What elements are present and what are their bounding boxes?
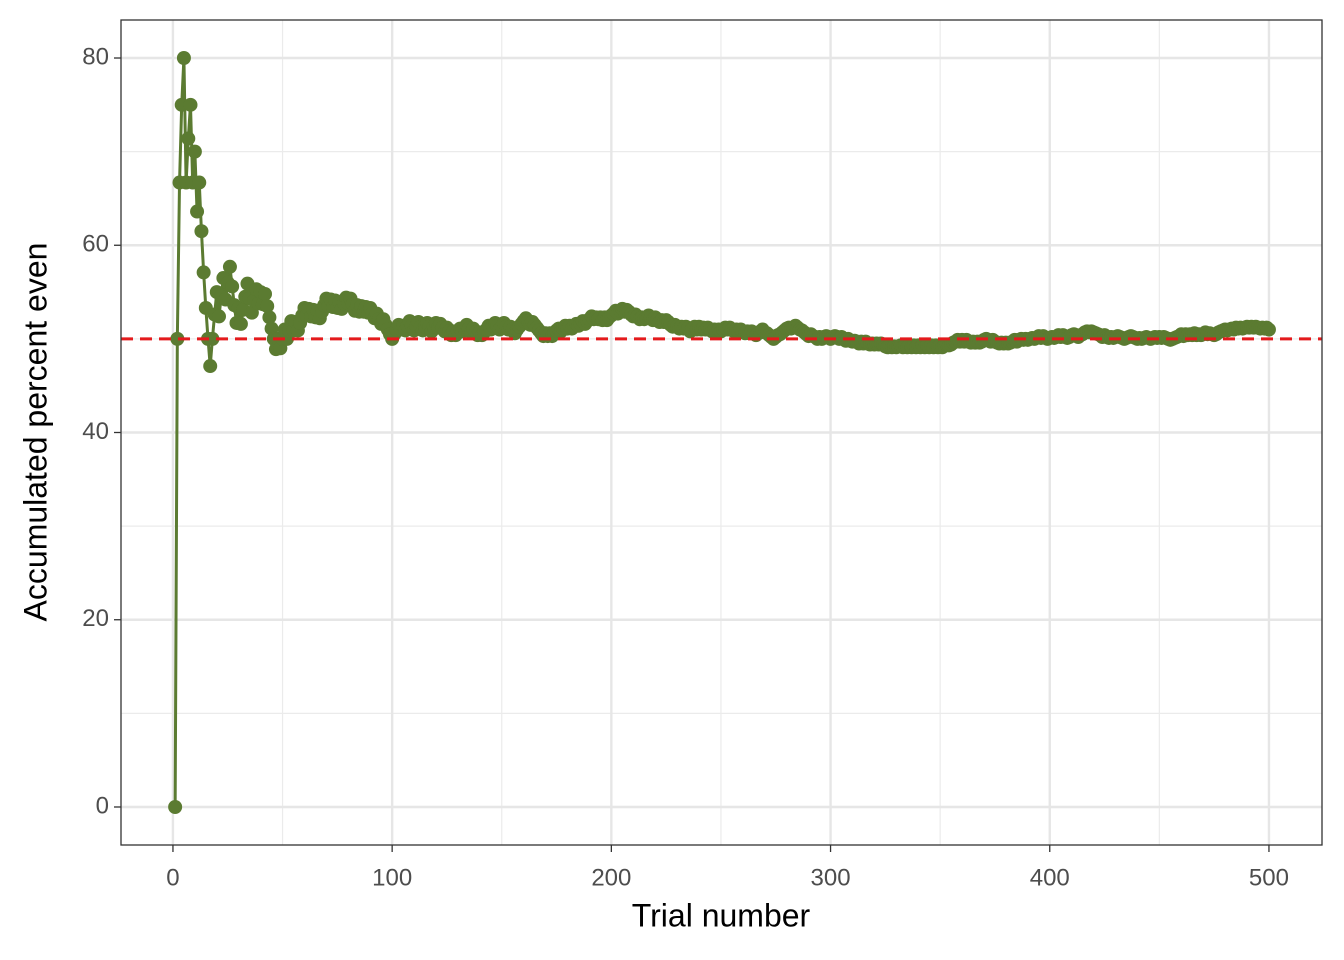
data-point — [194, 224, 209, 239]
data-point — [205, 331, 220, 346]
data-point — [233, 316, 248, 331]
data-point — [262, 310, 277, 325]
data-point — [211, 309, 226, 324]
data-point — [190, 204, 205, 219]
x-tick-label: 200 — [591, 864, 631, 891]
data-point — [1261, 322, 1276, 337]
data-point — [183, 97, 198, 112]
y-axis-title: Accumulated percent even — [17, 243, 53, 622]
data-point — [260, 299, 275, 314]
data-point — [187, 144, 202, 159]
data-point — [258, 286, 273, 301]
y-tick-label: 20 — [82, 605, 109, 632]
grid — [121, 20, 1322, 845]
x-tick-label: 300 — [811, 864, 851, 891]
plot-area — [121, 51, 1322, 814]
x-tick-label: 400 — [1030, 864, 1070, 891]
data-point — [181, 131, 196, 146]
data-point — [176, 51, 191, 66]
x-tick-label: 0 — [166, 864, 179, 891]
data-point — [222, 259, 237, 274]
data-point — [225, 279, 240, 294]
y-tick-label: 40 — [82, 418, 109, 445]
data-point — [168, 799, 183, 814]
axes: 0 100 200 300 400 500 0 20 40 60 80 — [82, 43, 1289, 891]
x-tick-label: 100 — [372, 864, 412, 891]
data-point — [203, 359, 218, 374]
y-tick-label: 80 — [82, 43, 109, 70]
y-tick-label: 0 — [96, 792, 109, 819]
x-axis-title: Trial number — [632, 897, 811, 933]
data-point — [170, 331, 185, 346]
data-point — [192, 175, 207, 190]
data-point — [196, 265, 211, 280]
y-tick-label: 60 — [82, 231, 109, 258]
x-tick-label: 500 — [1249, 864, 1289, 891]
